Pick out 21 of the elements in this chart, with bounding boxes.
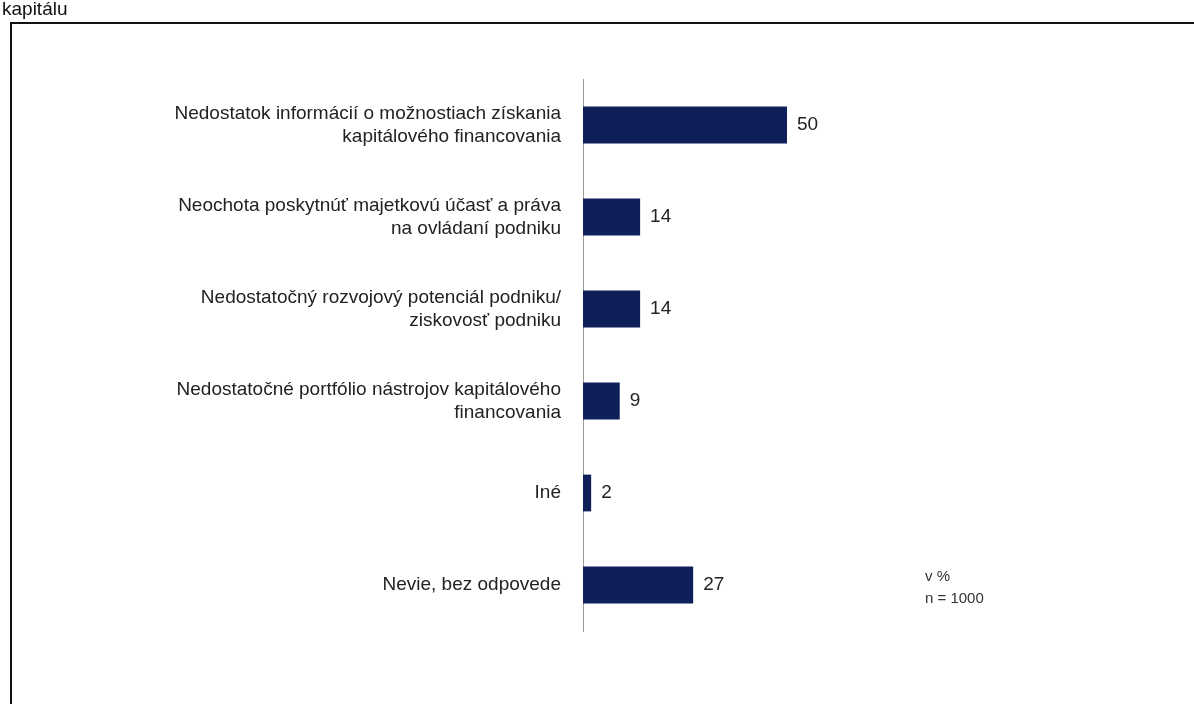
text: kapitálu: [2, 0, 68, 20]
data-label: 2: [601, 481, 612, 503]
text: v %: [925, 566, 951, 586]
data-label: 27: [703, 573, 725, 595]
bar: [583, 566, 694, 604]
text: n = 1000: [925, 588, 984, 608]
data-label: 50: [797, 113, 819, 135]
data-label: 14: [650, 297, 672, 319]
bar: [583, 106, 787, 144]
y-tick-label: Nedostatočné portfólio nástrojov kapitálového financovania: [176, 377, 562, 422]
bar: [583, 290, 641, 328]
y-tick-label: Neochota poskytnúť majetkovú účasť a práva na ovládaní podniku: [178, 193, 562, 238]
y-tick-label: Nedostatok informácií o možnostiach získania kapitálového financovania: [174, 101, 562, 146]
data-label: 9: [629, 389, 641, 411]
bar: [583, 474, 592, 512]
bar: [583, 198, 641, 236]
y-tick-label: Nevie, bez odpovede: [382, 573, 561, 595]
y-tick-label: Iné: [534, 481, 561, 503]
y-tick-label: Nedostatočný rozvojový potenciál podniku/ ziskovosť podniku: [200, 285, 562, 330]
bar: [583, 382, 620, 420]
data-label: 14: [650, 205, 672, 227]
